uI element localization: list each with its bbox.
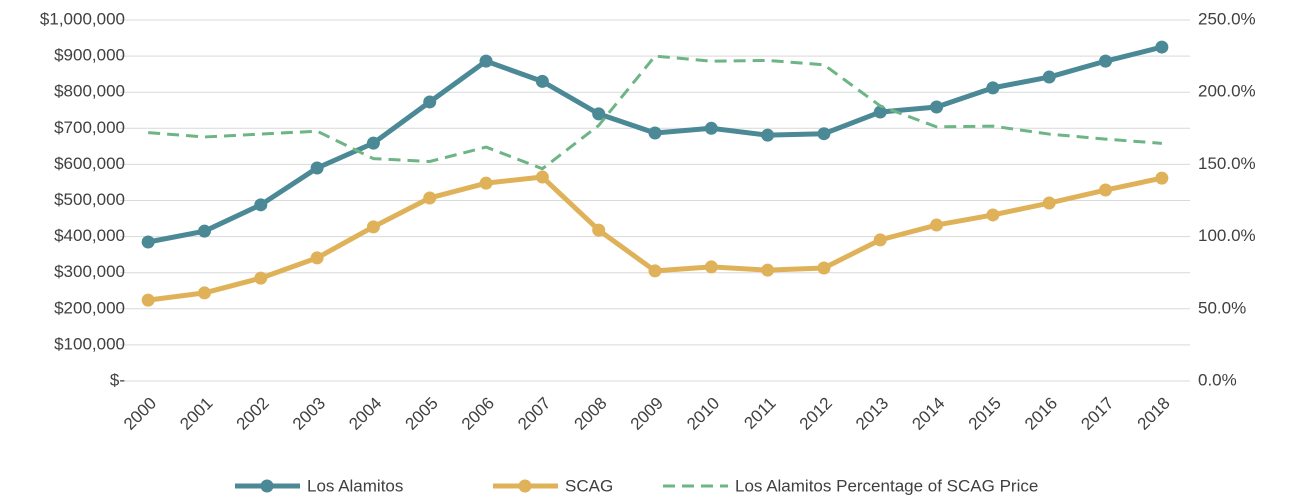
data-point: [873, 105, 887, 119]
data-point: [141, 293, 155, 307]
y-tick-label: $100,000: [54, 334, 125, 353]
data-point: [479, 176, 493, 190]
y2-tick-label: 250.0%: [1198, 9, 1256, 28]
x-tick-label: 2016: [1021, 394, 1061, 434]
y-tick-label: $-: [110, 370, 125, 389]
data-point: [535, 74, 549, 88]
data-point: [592, 107, 606, 121]
series-line: [148, 54, 1162, 171]
data-point: [197, 286, 211, 300]
data-point: [704, 260, 718, 274]
y-tick-label: $400,000: [54, 226, 125, 245]
y2-tick-label: 0.0%: [1198, 370, 1237, 389]
data-point: [817, 127, 831, 141]
data-point: [423, 95, 437, 109]
y-tick-label: $900,000: [54, 46, 125, 65]
y-tick-label: $1,000,000: [40, 9, 125, 28]
data-point: [1099, 183, 1113, 197]
data-point: [704, 121, 718, 135]
data-point: [1042, 196, 1056, 210]
data-point: [930, 100, 944, 114]
legend-label: Los Alamitos: [307, 476, 403, 495]
y-tick-label: $800,000: [54, 82, 125, 101]
y-tick-label: $700,000: [54, 118, 125, 137]
data-point: [986, 208, 1000, 222]
y2-tick-label: 150.0%: [1198, 154, 1256, 173]
y-tick-label: $200,000: [54, 298, 125, 317]
data-point: [930, 218, 944, 232]
x-tick-label: 2001: [176, 394, 216, 434]
data-point: [986, 81, 1000, 95]
data-point: [648, 264, 662, 278]
data-point: [1042, 70, 1056, 84]
data-point: [1099, 54, 1113, 68]
legend-label: Los Alamitos Percentage of SCAG Price: [735, 476, 1038, 495]
x-tick-label: 2012: [796, 394, 836, 434]
legend-label: SCAG: [565, 476, 613, 495]
x-tick-label: 2003: [289, 394, 329, 434]
y-tick-label: $600,000: [54, 154, 125, 173]
y-tick-label: $500,000: [54, 190, 125, 209]
data-point: [197, 224, 211, 238]
x-tick-label: 2015: [965, 394, 1005, 434]
x-tick-label: 2013: [852, 394, 892, 434]
data-point: [817, 261, 831, 275]
data-point: [310, 161, 324, 175]
x-tick-label: 2011: [740, 394, 779, 433]
legend-marker: [260, 479, 274, 493]
data-point: [873, 233, 887, 247]
x-tick-label: 2018: [1134, 394, 1174, 434]
data-point: [1155, 40, 1169, 54]
data-point: [423, 191, 437, 205]
x-tick-label: 2005: [402, 394, 442, 434]
data-point: [254, 198, 268, 212]
series-line: [147, 174, 1163, 303]
x-tick-label: 2008: [571, 394, 611, 434]
data-point: [535, 170, 549, 184]
data-point: [310, 251, 324, 265]
x-tick-label: 2007: [514, 394, 554, 434]
y-tick-label: $300,000: [54, 262, 125, 281]
data-point: [648, 126, 662, 140]
x-tick-label: 2000: [120, 394, 160, 434]
x-tick-label: 2017: [1077, 394, 1117, 434]
data-point: [254, 271, 268, 285]
data-point: [479, 54, 493, 68]
data-point: [761, 128, 775, 142]
x-tick-label: 2010: [683, 394, 723, 434]
x-tick-label: 2006: [458, 394, 498, 434]
data-point: [592, 223, 606, 237]
x-tick-label: 2002: [233, 394, 273, 434]
data-point: [761, 263, 775, 277]
legend-marker: [518, 479, 532, 493]
y2-tick-label: 200.0%: [1198, 82, 1256, 101]
y2-tick-label: 50.0%: [1198, 298, 1246, 317]
x-tick-label: 2014: [908, 394, 948, 434]
data-point: [366, 136, 380, 150]
data-point: [366, 220, 380, 234]
data-point: [1155, 171, 1169, 185]
x-tick-label: 2009: [627, 394, 667, 434]
y2-tick-label: 100.0%: [1198, 226, 1256, 245]
data-point: [141, 235, 155, 249]
x-tick-label: 2004: [345, 394, 385, 434]
